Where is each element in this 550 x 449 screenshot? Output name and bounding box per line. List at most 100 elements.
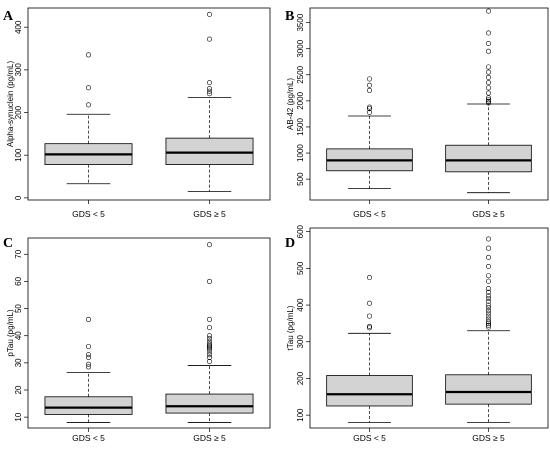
outlier-point bbox=[485, 245, 491, 251]
outlier-point bbox=[86, 354, 92, 360]
outlier-point bbox=[366, 82, 372, 88]
y-tick-label: 400 bbox=[296, 298, 305, 312]
outlier-point bbox=[86, 344, 92, 350]
x-category-label: GDS < 5 bbox=[72, 433, 105, 443]
y-tick-label: 200 bbox=[14, 105, 23, 119]
outlier-point bbox=[207, 242, 213, 248]
x-category-label: GDS < 5 bbox=[353, 209, 386, 219]
outlier-point bbox=[207, 349, 213, 355]
outlier-point bbox=[207, 345, 213, 351]
y-tick-label: 500 bbox=[296, 172, 305, 186]
y-tick-label: 2000 bbox=[296, 91, 305, 109]
outlier-point bbox=[207, 335, 213, 341]
plot-frame bbox=[309, 7, 549, 201]
box-gds-lt-5 bbox=[326, 76, 413, 189]
outlier-point bbox=[485, 97, 491, 103]
boxplot-panel-d: D 100 200 300 400 500 600 tTau (pg/mL) GDS < 5 GD… bbox=[285, 224, 549, 443]
boxplot-panel-a: A 0 100 200 300 400 Alpha-synuclein (pg/mL) GDS… bbox=[3, 7, 271, 219]
x-category-label: GDS ≥ 5 bbox=[472, 209, 505, 219]
y-axis-label: AB-42 (pg/mL) bbox=[286, 78, 295, 130]
iqr-box bbox=[165, 137, 254, 165]
y-tick-label: 200 bbox=[296, 371, 305, 385]
outlier-point bbox=[485, 289, 491, 295]
outlier-point bbox=[485, 310, 491, 316]
outlier-point bbox=[366, 76, 372, 82]
outlier-point bbox=[485, 85, 491, 91]
y-axis-label: Alpha-synuclein (pg/mL) bbox=[6, 61, 15, 148]
outlier-point bbox=[86, 85, 92, 91]
outlier-point bbox=[485, 298, 491, 304]
outlier-point bbox=[207, 344, 213, 350]
outlier-point bbox=[485, 80, 491, 86]
outlier-point bbox=[485, 236, 491, 242]
outlier-point bbox=[207, 346, 213, 352]
outlier-point bbox=[485, 278, 491, 284]
box-gds-ge-5 bbox=[445, 236, 532, 423]
box-gds-lt-5 bbox=[326, 275, 413, 423]
outlier-point bbox=[207, 11, 213, 17]
plot-frame bbox=[27, 7, 271, 201]
outlier-point bbox=[207, 88, 213, 94]
y-tick-label: 70 bbox=[14, 249, 23, 258]
outlier-point bbox=[86, 52, 92, 58]
y-tick-label: 100 bbox=[296, 408, 305, 422]
outlier-point bbox=[207, 341, 213, 347]
x-category-label: GDS < 5 bbox=[72, 209, 105, 219]
box-gds-lt-5 bbox=[44, 316, 133, 423]
outlier-point bbox=[485, 293, 491, 299]
outlier-point bbox=[207, 278, 213, 284]
y-axis-label: tTau (pg/mL) bbox=[286, 305, 295, 350]
outlier-point bbox=[485, 286, 491, 292]
plot-frame bbox=[309, 227, 549, 429]
outlier-point bbox=[207, 338, 213, 344]
y-tick-label: 3500 bbox=[296, 13, 305, 31]
outlier-point bbox=[485, 316, 491, 322]
iqr-box bbox=[326, 375, 413, 407]
y-tick-label: 0 bbox=[14, 195, 23, 200]
outlier-point bbox=[485, 48, 491, 54]
x-category-label: GDS < 5 bbox=[353, 433, 386, 443]
outlier-point bbox=[207, 86, 213, 92]
outlier-point bbox=[485, 308, 491, 314]
x-category-label: GDS ≥ 5 bbox=[193, 209, 226, 219]
box-gds-ge-5 bbox=[165, 11, 254, 192]
outlier-point bbox=[485, 40, 491, 46]
outlier-point bbox=[366, 275, 372, 281]
outlier-point bbox=[207, 91, 213, 97]
y-tick-label: 60 bbox=[14, 276, 23, 285]
y-tick-label: 40 bbox=[14, 331, 23, 340]
outlier-point bbox=[207, 80, 213, 86]
outlier-point bbox=[485, 98, 491, 104]
outlier-point bbox=[207, 36, 213, 42]
y-tick-label: 400 bbox=[14, 20, 23, 34]
y-tick-label: 1000 bbox=[296, 144, 305, 162]
y-tick-label: 50 bbox=[14, 304, 23, 313]
outlier-point bbox=[485, 305, 491, 311]
x-category-label: GDS ≥ 5 bbox=[193, 433, 226, 443]
panel-label: C bbox=[3, 236, 13, 251]
panel-label: B bbox=[285, 9, 294, 24]
y-tick-label: 20 bbox=[14, 385, 23, 394]
outlier-point bbox=[485, 90, 491, 96]
box-gds-ge-5 bbox=[165, 242, 254, 423]
outlier-point bbox=[485, 69, 491, 75]
outlier-point bbox=[207, 342, 213, 348]
y-tick-label: 1500 bbox=[296, 118, 305, 136]
iqr-box bbox=[445, 144, 532, 173]
outlier-point bbox=[485, 100, 491, 106]
y-tick-label: 10 bbox=[14, 412, 23, 421]
outlier-point bbox=[485, 64, 491, 70]
outlier-point bbox=[366, 104, 372, 110]
y-tick-label: 100 bbox=[14, 148, 23, 162]
outlier-point bbox=[86, 102, 92, 108]
y-tick-label: 300 bbox=[14, 63, 23, 77]
outlier-point bbox=[207, 358, 213, 364]
outlier-point bbox=[366, 106, 372, 112]
outlier-point bbox=[86, 361, 92, 367]
y-tick-label: 3000 bbox=[296, 39, 305, 57]
iqr-box bbox=[44, 396, 133, 415]
outlier-point bbox=[366, 300, 372, 306]
outlier-point bbox=[485, 302, 491, 308]
outlier-point bbox=[485, 295, 491, 301]
outlier-point bbox=[207, 333, 213, 339]
